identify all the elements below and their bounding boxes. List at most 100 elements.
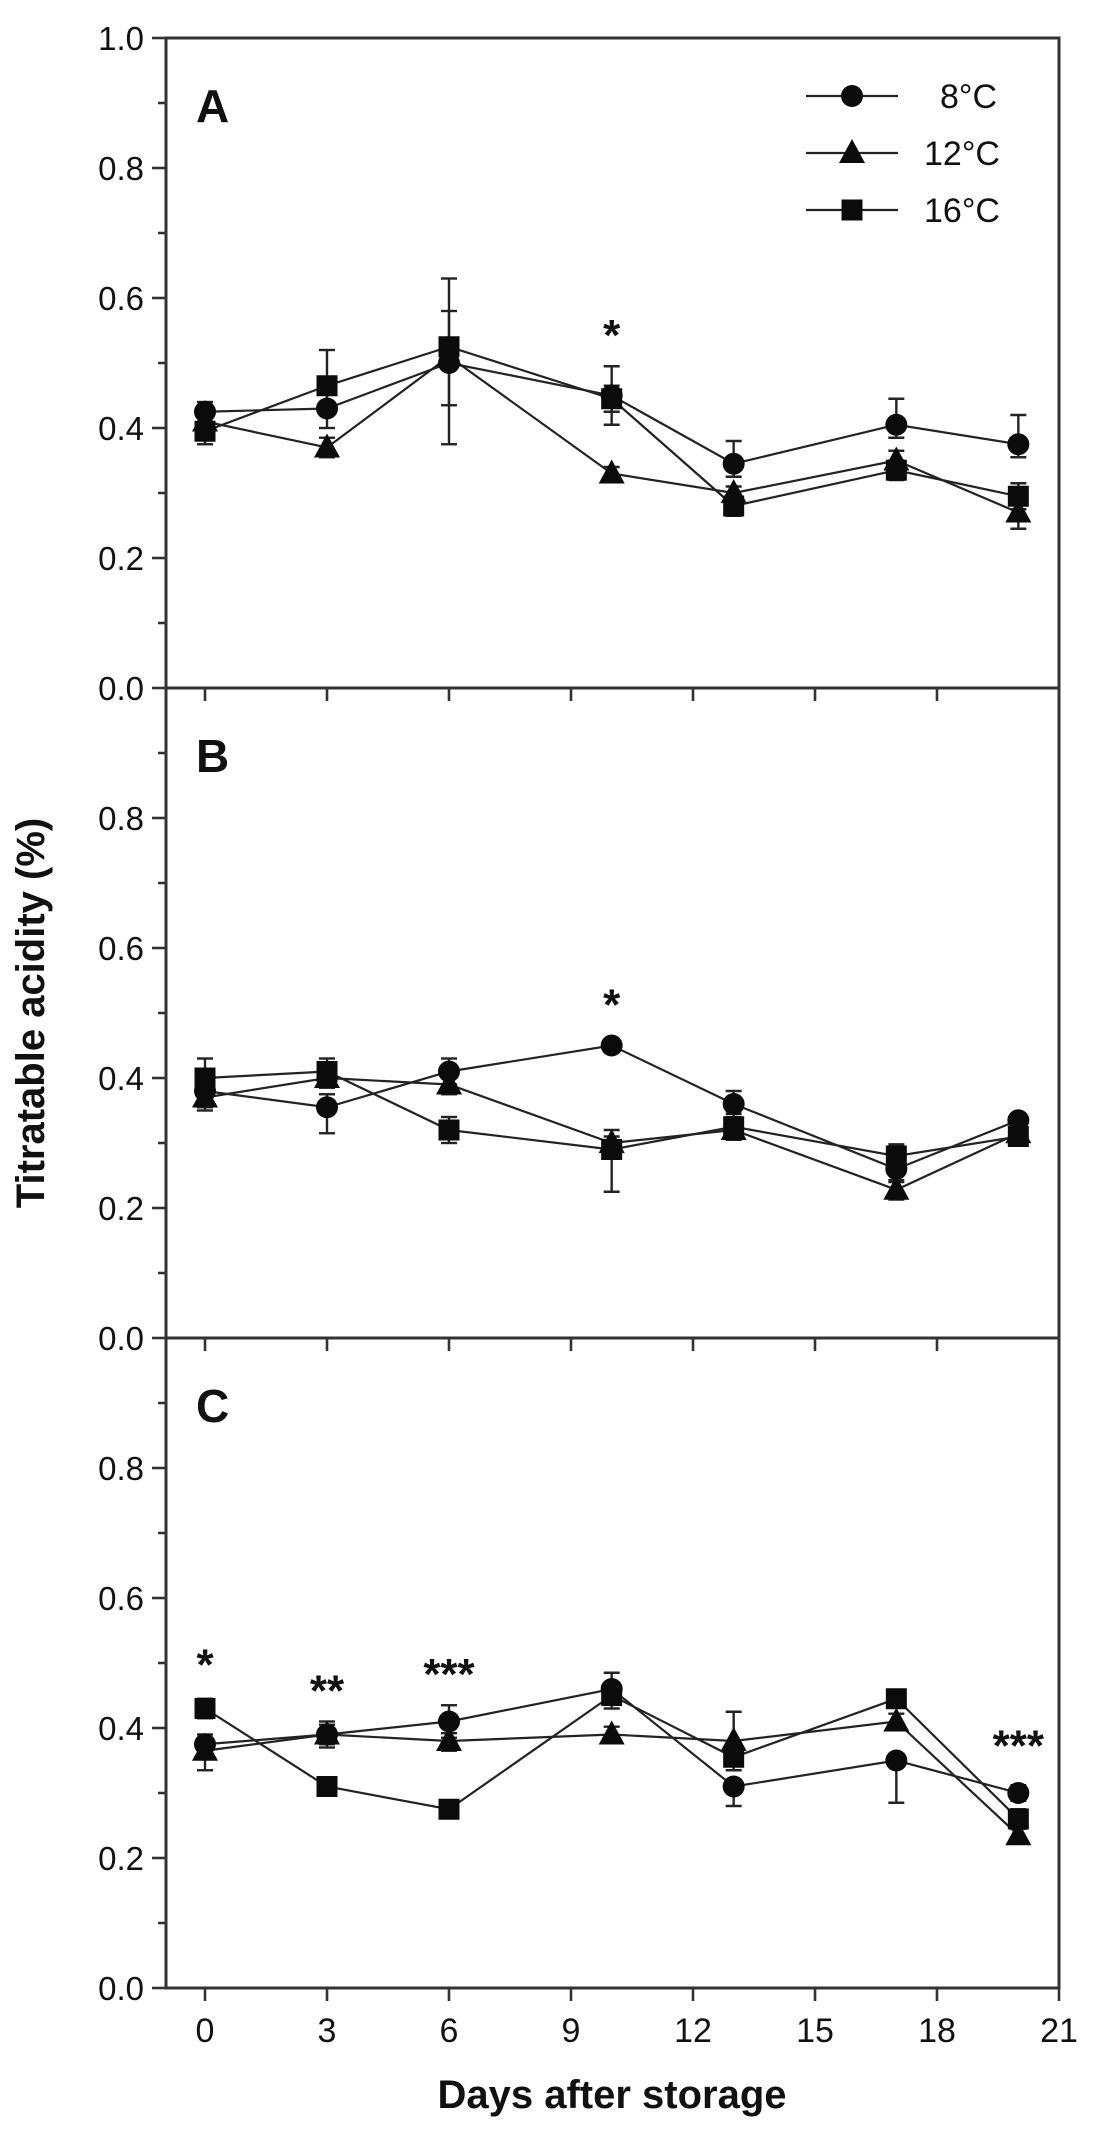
series-12°C-point-day10 [598,459,625,484]
series-12°C-point-day3 [314,433,340,458]
series-8°C-point-day20 [1007,1782,1030,1804]
x-tick-label: 12 [674,2012,712,2050]
significance-star: *** [993,1722,1045,1771]
x-tick-label: 21 [1040,2012,1078,2050]
series-8°C-point-day17 [885,1749,908,1772]
series-16°C-point-day0 [194,1698,216,1719]
series-16°C-point-day13 [723,1746,745,1768]
significance-star: * [196,1640,214,1689]
legend-label: 8°C [940,78,997,116]
series-16°C-point-day13 [723,1116,745,1138]
panel-label-C: C [196,1380,229,1432]
series-8°C-point-day20 [1007,433,1030,456]
series-16°C-point-day17 [885,459,907,481]
series-12°C-points [192,1707,1032,1846]
y-tick-label: 0.0 [98,1320,144,1357]
legend-marker-square [841,199,863,221]
y-tick-label: 0.0 [98,670,144,707]
y-tick-label: 0.6 [98,1580,144,1617]
legend-item-16°C: 16°C [806,192,1000,230]
y-tick-label: 1.0 [98,20,144,57]
series-12°C-point-day0 [192,1736,218,1761]
y-tick-label: 0.4 [98,1060,144,1097]
series-16°C-point-day6 [438,1119,460,1141]
x-axis-title: Days after storage [437,2073,786,2117]
series-16°C-point-day3 [316,1061,338,1082]
series-16°C-point-day17 [885,1688,907,1710]
series-16°C-point-day13 [723,495,745,517]
y-tick-label: 0.4 [98,410,144,447]
series-16°C-point-day3 [316,375,338,397]
legend-marker-circle [841,85,863,107]
y-tick-label: 0.4 [98,1710,144,1747]
significance-star: ** [310,1666,345,1715]
series-16°C-point-day20 [1007,485,1029,507]
series-16°C-points [194,1061,1029,1167]
series-12°C-point-day20 [1005,1821,1032,1846]
series-12°C-point-day10 [598,1720,625,1745]
series-12°C-point-day0 [192,1083,218,1108]
series-8°C-point-day13 [722,452,745,475]
series-12°C-point-day3 [314,1720,340,1745]
series-16°C-point-day6 [438,1798,460,1820]
series-16°C-point-day17 [885,1145,907,1167]
series-16°C-point-day10 [601,1139,623,1160]
y-tick-label: 0.0 [98,1970,144,2007]
series-12°C-point-day6 [436,1727,462,1751]
legend-item-12°C: 12°C [806,135,1000,173]
series-16°C-point-day20 [1007,1126,1029,1147]
legend-item-8°C: 8°C [806,78,997,116]
plot-root: 0.0 0.2 0.4 0.6 0.8 1.0 * A 8°C 12°C 16°C 0.0 0.2 0.4… [98,20,1078,2050]
series-12°C-point-day6 [436,1070,462,1095]
panel-C-frame [164,1336,1061,1990]
x-tick-label: 9 [562,2012,581,2050]
y-tick-label: 0.6 [98,280,144,317]
y-tick-label: 0.2 [98,540,144,577]
series-16°C-point-day6 [438,336,460,358]
x-tick-label: 0 [196,2012,215,2050]
significance-star: *** [423,1650,475,1699]
panel-A: 0.0 0.2 0.4 0.6 0.8 1.0 * A 8°C 12°C 16°C [98,20,1061,707]
series-8°C-point-day10 [600,1034,623,1057]
series-12°C-point-day17 [883,1707,910,1732]
significance-star: * [603,981,621,1030]
x-tick-label: 6 [440,2012,459,2050]
series-8°C-point-day13 [722,1775,745,1798]
y-tick-label: 0.2 [98,1840,144,1877]
series-8°C-point-day3 [316,1096,338,1119]
significance-star: * [603,311,621,360]
series-16°C-point-day3 [316,1776,338,1797]
series-16°C-point-day20 [1007,1808,1029,1830]
series-16°C-point-day10 [601,1685,623,1706]
legend-marker-triangle [839,139,865,163]
series-16°C-point-day0 [194,1067,216,1089]
y-tick-label: 0.2 [98,1190,144,1227]
series-16°C-points [194,1685,1029,1830]
y-tick-label: 0.8 [98,1450,144,1487]
panel-C: 0.00.20.40.60.80 3 6 9 12 15 18 21*** ******C [98,1336,1078,2050]
series-16°C-point-day0 [194,420,216,442]
series-12°C-point-day17 [883,1175,910,1200]
x-tick-label: 18 [918,2012,956,2050]
panel-label-B: B [196,730,229,782]
legend: 8°C 12°C 16°C [806,78,1000,230]
series-8°C-point-day3 [316,397,338,420]
series-12°C-point-day20 [1005,498,1032,523]
legend-label: 12°C [924,135,1000,173]
series-12°C-point-day13 [720,1727,747,1751]
y-tick-label: 0.6 [98,930,144,967]
series-8°C-point-day13 [722,1093,745,1115]
series-16°C-points [194,336,1029,517]
y-axis-title: Titratable acidity (%) [9,818,53,1208]
x-tick-label: 3 [318,2012,337,2050]
legend-label: 16°C [924,192,1000,230]
series-8°C-point-day17 [885,413,908,436]
y-tick-label: 0.8 [98,800,144,837]
series-16°C-point-day10 [601,388,623,410]
y-tick-label: 0.8 [98,150,144,187]
x-tick-label: 15 [796,2012,834,2050]
series-8°C-point-day6 [438,1710,460,1733]
panel-label-A: A [196,80,229,132]
